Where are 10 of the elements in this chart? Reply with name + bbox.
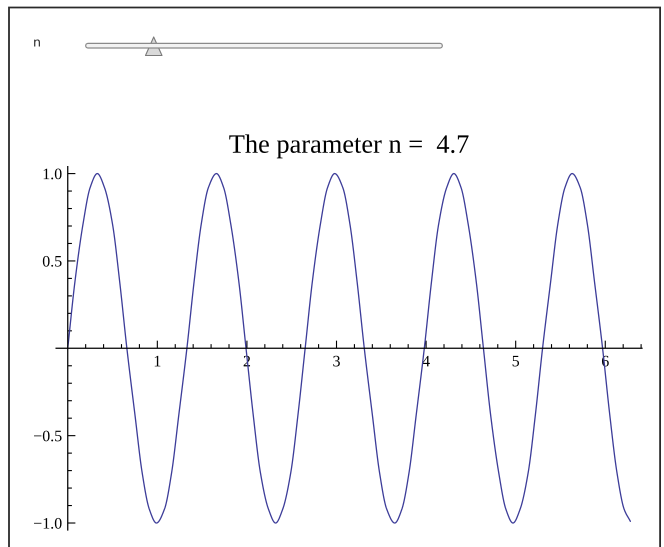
x-tick-label: 5 — [512, 356, 520, 366]
text: n — [34, 39, 40, 46]
y-tick-label: 0.5 — [42, 256, 62, 267]
y-tick-label: 1.0 — [44, 168, 62, 180]
x-tick-label: 1 — [154, 356, 160, 366]
chart-title: The parameter n = 4.7 — [229, 134, 469, 158]
x-tick-label: 3 — [333, 356, 340, 366]
x-tick-label: 4 — [422, 356, 430, 366]
y-tick-label: −1.0 — [34, 518, 62, 529]
y-tick-label: −0.5 — [34, 430, 62, 442]
